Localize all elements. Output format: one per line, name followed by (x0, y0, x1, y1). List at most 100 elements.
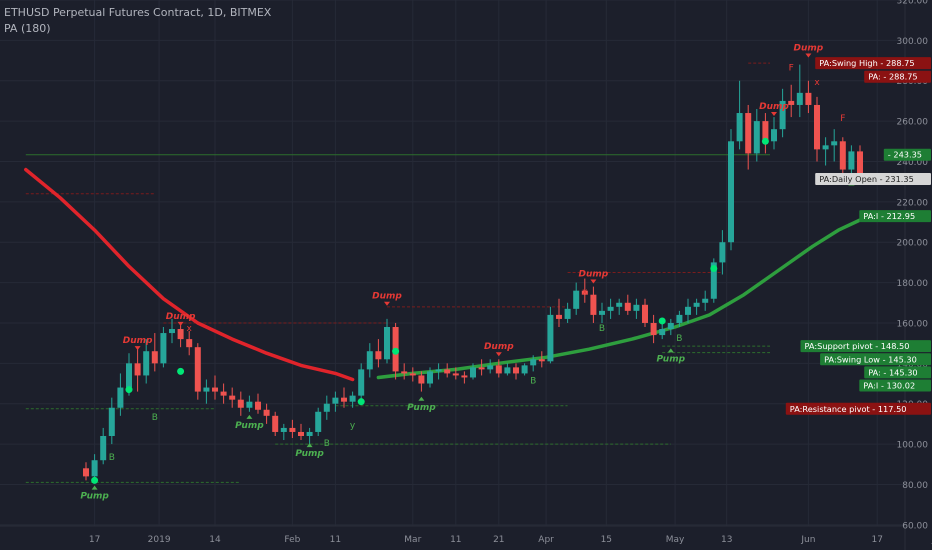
candle-body (160, 333, 167, 364)
price-label: PA: - 288.75 (868, 72, 917, 82)
time-tick-label: 17 (89, 535, 100, 545)
candle-body (719, 242, 726, 263)
candle-body (186, 339, 193, 348)
candle-body (745, 113, 752, 154)
price-label-box (800, 340, 931, 353)
candle-body (349, 395, 356, 402)
price-tick-label: 160.00 (897, 319, 929, 329)
price-label: PA:Resistance pivot - 117.50 (790, 404, 907, 414)
candle-body (358, 369, 365, 396)
candle-body (857, 151, 863, 178)
dump-label: Dump (123, 336, 153, 346)
candle-body (315, 411, 322, 432)
pump-arrow (246, 414, 253, 419)
candle-body (229, 395, 236, 400)
price-tick-label: 260.00 (897, 118, 929, 128)
price-label-box (859, 210, 931, 223)
dump-label: Dump (794, 43, 824, 53)
candle-body (599, 310, 605, 315)
chart-legend: ETHUSD Perpetual Futures Contract, 1D, B… (4, 5, 271, 37)
candle-body (702, 298, 709, 303)
price-label-box (820, 353, 931, 366)
dump-arrow (495, 352, 502, 357)
signal-dot (710, 264, 718, 272)
candle-body (272, 415, 279, 432)
time-tick-label: 11 (450, 535, 461, 545)
candle-body (839, 141, 846, 170)
time-tick-label: Mar (404, 535, 421, 545)
candle-body (573, 290, 580, 309)
candle-body (685, 306, 691, 315)
pump-arrow (91, 485, 98, 490)
signal-mark: x (814, 78, 820, 88)
candle-body (452, 373, 459, 376)
candle-body (203, 387, 210, 392)
indicator-title[interactable]: PA (180) (4, 22, 51, 35)
signal-dot (91, 476, 99, 484)
candle-body (831, 141, 838, 146)
time-tick-label: 17 (871, 535, 882, 545)
candle-body (375, 351, 382, 360)
signal-mark: B (676, 334, 682, 344)
candle-body (255, 401, 261, 410)
signal-dot (392, 347, 400, 355)
candle-body (581, 290, 588, 295)
candle-body (633, 304, 640, 311)
price-label: PA: - 145.30 (868, 367, 917, 377)
candle-body (143, 351, 150, 376)
candle-body (194, 347, 201, 392)
candle-body (444, 369, 451, 374)
candle-body (779, 100, 786, 130)
candle-body (788, 100, 795, 105)
candle-body (805, 92, 812, 105)
candle-body (676, 314, 683, 323)
price-label-box (864, 366, 931, 379)
candle-body (650, 322, 657, 336)
signal-mark: x (582, 288, 588, 298)
candle-body (753, 121, 760, 154)
time-tick-label: Jul (931, 535, 932, 545)
candle-body (814, 104, 820, 150)
candle-body (478, 367, 485, 370)
time-tick-label: 14 (209, 535, 221, 545)
candle-body (83, 468, 89, 477)
symbol-title[interactable]: ETHUSD Perpetual Futures Contract, 1D, B… (4, 6, 272, 19)
candle-body (418, 375, 425, 384)
time-tick-label: 11 (330, 535, 341, 545)
signal-mark: y (350, 421, 356, 431)
candle-body (667, 322, 674, 330)
candle-body (822, 145, 829, 150)
pump-label: Pump (80, 492, 109, 502)
candle-body (306, 431, 313, 436)
price-label-box (864, 70, 931, 83)
time-tick-label: 15 (601, 535, 612, 545)
candle-body (693, 302, 700, 307)
candle-body (530, 359, 537, 366)
candle-body (564, 308, 571, 319)
time-tick-label: 2019 (148, 535, 171, 545)
signal-dot (125, 386, 133, 394)
candle-body (298, 431, 304, 436)
time-tick-label: May (666, 535, 685, 545)
candle-body (289, 427, 296, 432)
pump-arrow (306, 443, 313, 448)
dump-arrow (384, 301, 390, 306)
time-tick-label: Jun (800, 535, 815, 545)
price-label-box (815, 57, 931, 70)
candle-body (126, 363, 132, 388)
candle-body (323, 403, 330, 412)
candle-body (108, 407, 115, 436)
signal-dot (658, 317, 666, 325)
price-tick-label: 60.00 (902, 521, 928, 531)
candle-body (728, 141, 734, 243)
candle-body (91, 460, 98, 477)
time-axis[interactable]: 17 2019 14 Feb 11 Mar 11 21 Apr 15 May 13 Jun 17 Jul (89, 535, 932, 545)
dump-arrow (771, 112, 777, 116)
candle-body (169, 329, 175, 334)
pump-arrow (418, 396, 425, 401)
candle-body (401, 371, 408, 374)
candle-body (427, 371, 433, 384)
candle-body (366, 351, 373, 370)
